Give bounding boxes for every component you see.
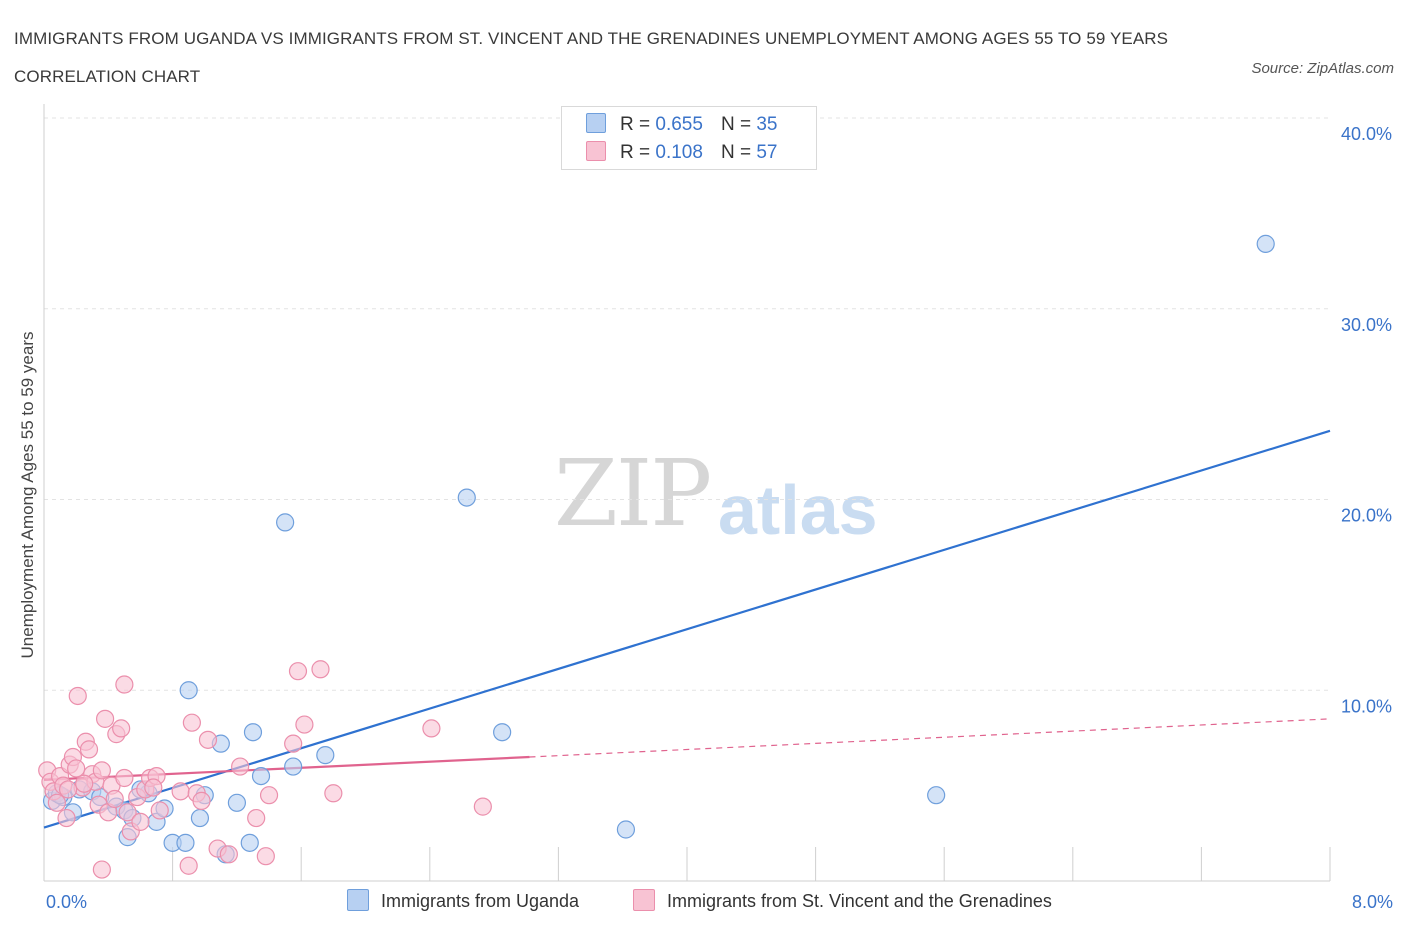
- data-point-stvincent: [47, 793, 66, 812]
- data-point-uganda: [284, 757, 303, 776]
- data-point-stvincent: [105, 789, 124, 809]
- bottom-legend-uganda: Immigrants from Uganda: [347, 889, 579, 912]
- data-point-uganda: [240, 833, 259, 852]
- legend-r-value-stvincent: 0.108: [655, 142, 703, 163]
- y-tick-label: 30.0%: [1341, 315, 1392, 335]
- data-point-stvincent: [92, 860, 111, 879]
- x-tick-label: 0.0%: [46, 892, 87, 912]
- data-point-stvincent: [115, 675, 134, 694]
- data-point-stvincent: [79, 740, 99, 759]
- legend-n-value-uganda: 35: [756, 114, 778, 135]
- data-point-uganda: [227, 793, 246, 812]
- data-point-uganda: [457, 488, 476, 507]
- data-point-stvincent: [118, 803, 137, 822]
- legend-n-label-uganda: N =: [720, 114, 752, 135]
- bottom-legend-swatch-stvincent: [633, 889, 655, 911]
- points-layer: [38, 234, 1275, 879]
- bottom-legend-label-stvincent: Immigrants from St. Vincent and the Gren…: [667, 891, 1052, 911]
- data-point-uganda: [251, 766, 271, 786]
- legend-row-stvincent: R = 0.108 N = 57: [586, 141, 777, 165]
- data-point-stvincent: [231, 757, 250, 776]
- data-point-stvincent: [295, 715, 314, 734]
- data-point-stvincent: [288, 662, 308, 681]
- data-point-uganda: [276, 513, 295, 532]
- data-point-stvincent: [67, 759, 86, 778]
- data-point-stvincent: [182, 713, 201, 732]
- data-point-uganda: [176, 833, 195, 852]
- data-point-uganda: [493, 723, 512, 742]
- data-point-stvincent: [179, 856, 198, 875]
- watermark-atlas: atlas: [718, 471, 878, 549]
- trend-extension-stvincent: [529, 718, 1331, 758]
- tick-label-layer: 10.0% 20.0% 30.0% 40.0% 0.0% 8.0%: [46, 124, 1393, 912]
- data-point-stvincent: [198, 730, 218, 749]
- data-point-stvincent: [95, 709, 115, 728]
- data-point-uganda: [616, 820, 636, 839]
- data-point-uganda: [190, 808, 210, 828]
- data-point-stvincent: [256, 847, 275, 866]
- data-point-uganda: [927, 786, 946, 805]
- y-tick-label: 20.0%: [1341, 506, 1392, 526]
- data-point-uganda: [1256, 234, 1275, 253]
- data-point-uganda: [243, 723, 263, 742]
- data-point-stvincent: [473, 797, 492, 816]
- data-point-stvincent: [284, 734, 303, 753]
- y-tick-label: 10.0%: [1341, 696, 1392, 716]
- bottom-legend-stvincent: Immigrants from St. Vincent and the Gren…: [633, 889, 1052, 912]
- y-axis-label: Unemployment Among Ages 55 to 59 years: [18, 331, 37, 659]
- legend-r-label-stvincent: R =: [620, 142, 651, 163]
- data-point-uganda: [316, 746, 335, 765]
- data-point-stvincent: [115, 768, 134, 788]
- legend-swatch-stvincent: [586, 141, 606, 161]
- legend-swatch-uganda: [586, 113, 606, 133]
- data-point-stvincent: [57, 808, 76, 828]
- data-point-stvincent: [192, 791, 211, 810]
- data-point-stvincent: [219, 845, 238, 864]
- watermark-zip: ZIP: [554, 440, 712, 547]
- bottom-legend-swatch-uganda: [347, 889, 369, 911]
- axis-layer: [43, 104, 1331, 882]
- data-point-stvincent: [422, 719, 441, 738]
- data-point-stvincent: [131, 812, 150, 831]
- chart-title: IMMIGRANTS FROM UGANDA VS IMMIGRANTS FRO…: [14, 29, 1169, 86]
- data-point-stvincent: [68, 686, 87, 706]
- trend-line-uganda: [43, 429, 1331, 829]
- legend-n-value-stvincent: 57: [756, 142, 778, 163]
- data-point-stvincent: [59, 780, 78, 799]
- data-point-stvincent: [171, 782, 190, 801]
- x-tick-label: 8.0%: [1352, 892, 1393, 912]
- data-point-stvincent: [112, 719, 131, 738]
- legend-row-uganda: R = 0.655 N = 35: [586, 113, 777, 137]
- data-point-stvincent: [150, 801, 169, 820]
- legend-n-label-stvincent: N =: [720, 142, 752, 163]
- legend-r-label-uganda: R =: [620, 114, 651, 135]
- correlation-legend: R = 0.655 N = 35 R = 0.108 N = 57: [561, 106, 817, 170]
- data-point-stvincent: [259, 786, 279, 805]
- source-label: Source: ZipAtlas.com: [1251, 60, 1394, 77]
- data-point-stvincent: [311, 660, 330, 679]
- y-tick-label: 40.0%: [1341, 124, 1392, 144]
- data-point-uganda: [179, 681, 198, 700]
- data-point-stvincent: [247, 808, 266, 828]
- legend-r-value-uganda: 0.655: [655, 114, 703, 135]
- grid-layer: [44, 117, 1330, 691]
- data-point-stvincent: [92, 761, 111, 780]
- data-point-stvincent: [75, 774, 94, 793]
- bottom-legend-label-uganda: Immigrants from Uganda: [381, 891, 580, 911]
- data-point-stvincent: [324, 784, 343, 803]
- data-point-stvincent: [144, 778, 163, 797]
